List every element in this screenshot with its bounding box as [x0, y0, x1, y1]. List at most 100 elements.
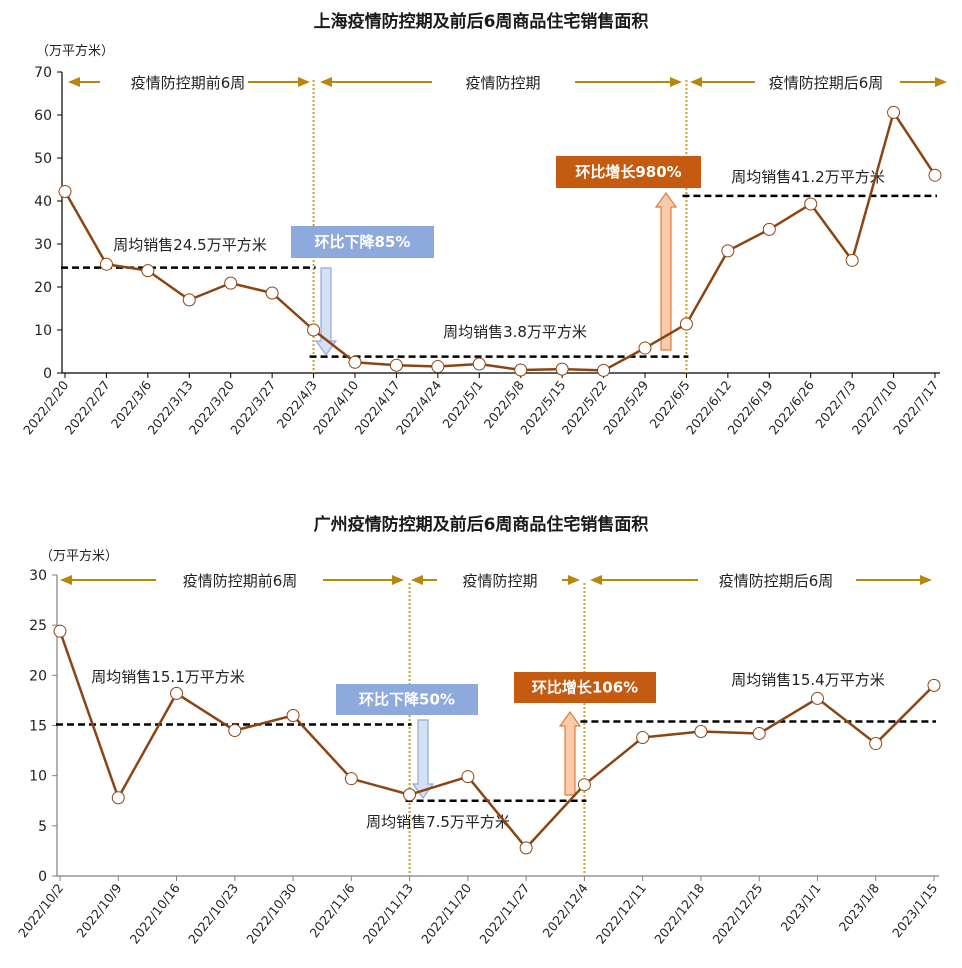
data-point-marker	[348, 355, 362, 369]
period-label: 疫情防控期后6周	[769, 74, 884, 92]
y-tick-label: 10	[34, 323, 52, 339]
chart-title: 广州疫情防控期及前后6周商品住宅销售面积	[314, 514, 649, 535]
period-label: 疫情防控期	[462, 572, 537, 590]
change-annotations: 环比下降50% 环比增长106%	[336, 672, 656, 800]
data-point-marker	[752, 727, 766, 741]
data-point-marker	[58, 185, 72, 199]
x-tick-label: 2022/12/25	[709, 881, 765, 947]
data-series	[58, 105, 942, 377]
data-point-marker	[170, 686, 184, 700]
period-label: 疫情防控期	[465, 74, 540, 92]
data-point-marker	[99, 257, 113, 271]
data-point-marker	[389, 358, 403, 372]
data-point-marker	[182, 293, 196, 307]
data-point-marker	[597, 363, 611, 377]
period-label: 疫情防控期前6周	[183, 572, 298, 590]
arrow-up-icon	[558, 710, 582, 796]
data-point-marker	[286, 708, 300, 722]
decrease-badge	[291, 226, 434, 258]
arrow-down-icon	[314, 267, 338, 357]
badge-label: 环比下降50%	[359, 691, 455, 709]
data-series	[53, 624, 941, 855]
data-point-marker	[519, 841, 533, 855]
data-point-marker	[228, 724, 242, 738]
x-tick-label: 2022/11/6	[306, 881, 357, 941]
y-tick-label: 20	[34, 280, 52, 296]
arrow-right-icon	[920, 575, 932, 585]
data-point-marker	[638, 341, 652, 355]
y-tick-label: 20	[29, 668, 47, 684]
data-point-marker	[577, 778, 591, 792]
decrease-badge	[336, 684, 478, 715]
increase-badge	[556, 156, 701, 188]
arrow-up-icon	[654, 191, 678, 351]
data-point-marker	[810, 691, 824, 705]
y-tick-label: 25	[29, 618, 47, 634]
x-tick-label: 2022/11/20	[418, 881, 474, 947]
arrow-left-icon	[68, 77, 80, 87]
y-tick-label: 15	[29, 719, 47, 735]
data-point-marker	[403, 788, 417, 802]
x-tick-label: 2022/5/1	[439, 378, 485, 431]
arrow-right-icon	[935, 77, 947, 87]
average-label: 周均销售41.2万平方米	[731, 168, 884, 186]
y-tick-label: 10	[29, 769, 47, 785]
y-tick-label: 40	[34, 194, 52, 210]
average-label: 周均销售15.4万平方米	[731, 671, 884, 689]
data-point-marker	[927, 678, 941, 692]
y-tick-label: 60	[34, 108, 52, 124]
data-point-marker	[679, 317, 693, 331]
x-tick-label: 2023/1/1	[777, 881, 823, 934]
period-markers: 疫情防控期前6周 疫情防控期 疫情防控期后6周	[60, 572, 932, 876]
period-markers: 疫情防控期前6周 疫情防控期 疫情防控期后6周	[68, 74, 947, 373]
x-tick-label: 2022/11/13	[360, 881, 416, 947]
y-tick-label: 5	[38, 819, 47, 835]
increase-badge	[514, 672, 656, 703]
data-point-marker	[887, 105, 901, 119]
x-tick-label: 2022/10/23	[185, 881, 241, 947]
data-point-marker	[762, 222, 776, 236]
average-label: 周均销售7.5万平方米	[366, 813, 510, 831]
arrow-left-icon	[690, 77, 702, 87]
series-line	[58, 630, 935, 850]
arrow-left-icon	[60, 575, 72, 585]
y-tick-label: 70	[34, 65, 52, 81]
data-point-marker	[431, 360, 445, 374]
data-point-marker	[514, 363, 528, 377]
arrow-right-icon	[670, 77, 682, 87]
guangzhou-chart: 广州疫情防控期及前后6周商品住宅销售面积 （万平方米） 0 5 10 15 20 25 30…	[15, 514, 941, 947]
x-tick-label: 2022/10/2	[15, 881, 66, 941]
data-point-marker	[636, 731, 650, 745]
arrow-right-icon	[568, 575, 580, 585]
data-point-marker	[111, 791, 125, 805]
chart-title: 上海疫情防控期及前后6周商品住宅销售面积	[314, 11, 649, 32]
shanghai-chart: 上海疫情防控期及前后6周商品住宅销售面积 （万平方米） 0 10 20 30 40 50 6…	[20, 11, 947, 437]
x-tick-label: 2022/10/30	[243, 881, 299, 947]
badge-label: 环比增长106%	[532, 679, 638, 697]
x-tick-label: 2022/10/9	[73, 881, 124, 941]
data-point-marker	[694, 725, 708, 739]
y-axis-unit: （万平方米）	[36, 43, 114, 59]
y-axis-unit: （万平方米）	[40, 548, 118, 564]
data-point-marker	[224, 276, 238, 290]
axes: 0 5 10 15 20 25 30 2022/10/2 2022/10/9 2022/10/16…	[15, 568, 940, 947]
x-tick-label: 2023/1/15	[889, 881, 940, 941]
y-tick-label: 30	[34, 237, 52, 253]
data-point-marker	[804, 197, 818, 211]
period-label: 疫情防控期前6周	[131, 74, 246, 92]
change-annotations: 环比下降85% 环比增长980%	[291, 156, 701, 357]
average-label: 周均销售3.8万平方米	[443, 323, 587, 341]
average-label: 周均销售24.5万平方米	[113, 236, 266, 254]
badge-label: 环比增长980%	[575, 163, 681, 181]
data-point-marker	[472, 357, 486, 371]
y-tick-label: 30	[29, 568, 47, 584]
data-point-marker	[845, 253, 859, 267]
x-tick-label: 2022/12/4	[539, 881, 590, 941]
x-tick-label: 2023/1/8	[836, 881, 882, 935]
y-tick-label: 0	[38, 869, 47, 885]
arrow-left-icon	[411, 575, 423, 585]
data-point-marker	[461, 770, 475, 784]
